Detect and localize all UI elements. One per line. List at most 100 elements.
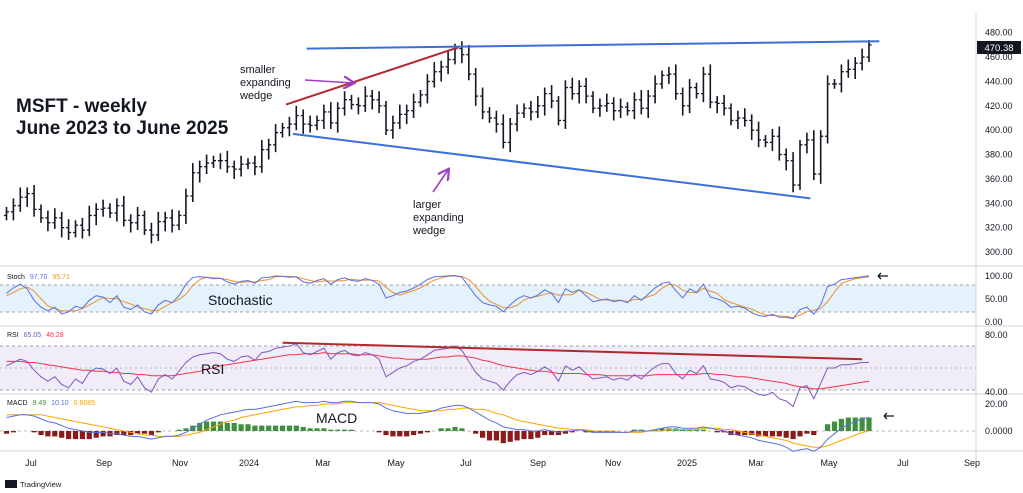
rsi-tick-label: 40.00 [985, 387, 1008, 397]
macd-histogram-bar [604, 431, 610, 433]
time-tick-label: Nov [605, 458, 622, 468]
macd-histogram-bar [397, 431, 403, 437]
indicator-lines [6, 274, 870, 452]
stoch-k-line [6, 274, 870, 320]
annotation-larger-3: wedge [412, 225, 445, 237]
stoch-arrow-icon [877, 272, 888, 280]
macd-histogram-bar [555, 431, 562, 436]
trendline-larger-wedge-bottom [292, 132, 811, 200]
macd-line [6, 400, 870, 452]
macd-histogram-bar [266, 425, 272, 431]
annotation-larger-1: larger [413, 199, 441, 211]
macd-histogram-bar [31, 431, 37, 433]
time-tick-label: Jul [25, 458, 37, 468]
macd-histogram-bar [590, 431, 596, 433]
macd-histogram-bar [597, 431, 603, 433]
macd-histogram-bar [335, 429, 341, 431]
macd-histogram-bar [542, 431, 548, 436]
macd-histogram-bar [424, 431, 430, 433]
macd-histogram-bar [293, 425, 299, 431]
macd-histogram-bar [279, 425, 286, 431]
macd-histogram-bar [473, 431, 479, 434]
trendlines [282, 40, 880, 361]
macd-title: MACD [316, 410, 357, 426]
macd-histogram [3, 417, 872, 444]
macd-histogram-bar [100, 431, 106, 437]
time-tick-label: Jul [460, 458, 472, 468]
macd-histogram-bar [680, 429, 686, 431]
rsi-tick-label: 80.00 [985, 330, 1008, 340]
macd-histogram-bar [721, 431, 727, 433]
macd-histogram-bar [10, 431, 16, 433]
annotation-smaller-1: smaller [240, 64, 276, 76]
macd-histogram-bar [500, 431, 506, 444]
macd-histogram-bar [776, 431, 782, 437]
macd-histogram-bar [376, 431, 382, 433]
stoch-tick-label: 100.00 [985, 271, 1013, 281]
macd-histogram-bar [749, 431, 755, 436]
macd-histogram-bar [383, 431, 389, 436]
tradingview-logo[interactable]: TradingView [5, 480, 62, 489]
macd-signal-line [6, 402, 870, 448]
stoch-d-line [6, 275, 870, 319]
macd-histogram-bar [687, 429, 693, 431]
last-price-badge [977, 41, 1021, 54]
macd-histogram-bar [438, 428, 444, 431]
arrow-larger-wedge [432, 170, 448, 193]
macd-histogram-bar [859, 417, 865, 431]
price-tick-label: 480.00 [985, 28, 1013, 38]
macd-histogram-bar [797, 431, 803, 437]
macd-histogram-bar [417, 431, 424, 434]
macd-tick-label: 20.00 [985, 399, 1008, 409]
macd-histogram-bar [790, 431, 796, 440]
macd-histogram-bar [390, 431, 396, 437]
macd-histogram-bar [507, 431, 513, 442]
macd-histogram-bar [838, 418, 844, 431]
macd-histogram-bar [141, 431, 148, 434]
macd-histogram-bar [459, 428, 465, 431]
macd-histogram-bar [238, 424, 244, 431]
stoch-tick-label: 0.00 [985, 317, 1003, 327]
macd-histogram-bar [259, 425, 265, 431]
macd-histogram-bar [148, 431, 154, 436]
arrow-smaller-wedge [304, 80, 353, 83]
price-tick-label: 360.00 [985, 174, 1013, 184]
annotation-smaller-3: wedge [239, 90, 272, 102]
time-tick-label: Sep [530, 458, 546, 468]
rsi-legend: RSI 65.05 48.28 [7, 332, 64, 339]
stoch-tick-label: 50.00 [985, 294, 1008, 304]
macd-histogram-bar [224, 422, 230, 431]
tradingview-logo-text: TradingView [20, 480, 62, 489]
macd-histogram-bar [769, 431, 775, 437]
tradingview-logo-icon [5, 480, 17, 488]
macd-histogram-bar [321, 428, 327, 431]
macd-histogram-bar [52, 431, 58, 437]
rsi-ma-line [6, 352, 870, 390]
macd-histogram-bar [176, 429, 182, 431]
macd-histogram-bar [583, 431, 589, 433]
macd-histogram-bar [59, 431, 65, 438]
price-tick-label: 380.00 [985, 150, 1013, 160]
macd-histogram-bar [728, 431, 734, 436]
rsi-line [6, 343, 869, 408]
annotation-smaller-2: expanding [240, 77, 291, 89]
macd-histogram-bar [204, 421, 210, 431]
macd-histogram-bar [569, 431, 575, 433]
macd-histogram-bar [245, 424, 251, 431]
macd-arrow-icon [883, 412, 894, 420]
macd-histogram-bar [286, 425, 292, 431]
macd-histogram-bar [210, 421, 217, 431]
price-tick-label: 460.00 [985, 52, 1013, 62]
macd-histogram-bar [252, 425, 258, 431]
macd-histogram-bar [783, 431, 789, 438]
macd-histogram-bar [852, 417, 858, 431]
stoch-legend: Stoch 97.70 95.71 [7, 274, 70, 281]
macd-histogram-bar [86, 431, 92, 440]
time-tick-label: 2024 [239, 458, 259, 468]
macd-histogram-bar [300, 426, 306, 431]
rsi-title: RSI [201, 361, 224, 377]
macd-histogram-bar [804, 431, 810, 434]
macd-histogram-bar [762, 431, 769, 437]
price-tick-label: 440.00 [985, 76, 1013, 86]
